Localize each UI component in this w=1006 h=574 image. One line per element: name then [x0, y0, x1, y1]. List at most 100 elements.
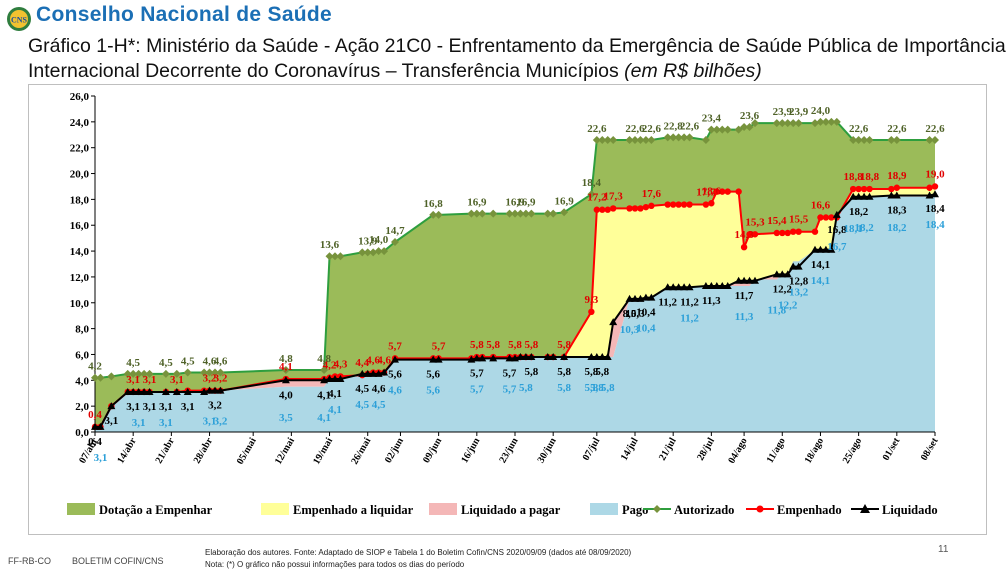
liquidado-data-label: 5,8 [557, 366, 571, 378]
autorizado-point [434, 210, 443, 219]
liquidado-data-label: 5,6 [388, 369, 402, 381]
empenhado-point [708, 200, 715, 207]
area-layer [95, 121, 935, 432]
pago-data-label: 4,1 [317, 412, 331, 424]
liquidado-data-label: 10,3 [625, 308, 645, 320]
autorizado-point [849, 135, 858, 144]
empenhado-data-label: 3,2 [214, 373, 228, 385]
empenhado-point [773, 229, 781, 237]
autorizado-point [680, 133, 689, 142]
liquidado-point [641, 293, 650, 301]
liquidado-point [783, 270, 792, 278]
title-unit: (em R$ bilhões) [624, 60, 762, 82]
autorizado-point [134, 369, 143, 378]
legend-liquidado-label: Liquidado [882, 503, 938, 517]
empenhado-data-label: 5,8 [470, 339, 484, 351]
autorizado-data-label: 13,6 [320, 239, 340, 251]
liquidado-data-label: 11,2 [658, 296, 677, 308]
empenhado-data-label: 5,7 [432, 340, 446, 352]
autorizado-point [811, 119, 819, 128]
footer-notes: Elaboração dos autores. Fonte: Adaptado … [205, 547, 631, 571]
footer-bulletin: BOLETIM COFIN/CNS [72, 556, 164, 566]
empenhado-data-label: 14,3 [734, 229, 754, 241]
pago-data-label: 11,8 [767, 305, 786, 317]
liquidado-data-label: 10,4 [636, 307, 656, 319]
empenhado-point [740, 244, 748, 251]
x-tick-label: 01/set [881, 435, 903, 462]
autorizado-point [91, 373, 99, 382]
y-tick-label: 10,0 [70, 298, 90, 310]
pago-data-label: 16,7 [827, 241, 847, 253]
liquidado-data-label: 3,1 [104, 415, 118, 427]
x-tick-label: 05/mai [235, 436, 259, 467]
pago-data-label: 13,2 [789, 286, 809, 298]
liquidado-point [172, 387, 181, 395]
autorizado-point [478, 209, 487, 218]
liquidado-data-label: 11,3 [702, 295, 721, 307]
empenhado-point [795, 228, 802, 235]
autorizado-point [369, 248, 378, 257]
pago-data-label: 3,1 [132, 417, 146, 429]
legend-dotacao-swatch [67, 503, 95, 515]
autorizado-point [472, 209, 481, 218]
liquidado-point [363, 369, 372, 377]
empenhado-data-label: 9,3 [584, 294, 598, 306]
empenhado-data-label: 17,2 [587, 192, 607, 204]
x-tick-label: 12/mai [273, 436, 297, 467]
liquidado-point [827, 245, 836, 253]
autorizado-data-label: 4,5 [126, 357, 140, 369]
autorizado-point [489, 209, 498, 218]
autorizado-point [374, 247, 383, 256]
empenhado-point [926, 184, 933, 191]
liquidado-point [129, 387, 138, 395]
autorizado-data-label: 22,6 [587, 123, 607, 135]
autorizado-data-label: 4,5 [181, 356, 195, 368]
empenhado-data-label: 15,5 [789, 214, 809, 226]
autorizado-data-label: 24,0 [811, 105, 831, 117]
autorizado-data-label: 22,6 [887, 123, 907, 135]
x-tick-label: 02/jun [383, 436, 406, 465]
autorizado-point [636, 135, 645, 144]
empenhado-point [631, 205, 639, 212]
pago-data-label: 5,8 [601, 382, 615, 394]
x-tick-label: 11/ago [765, 436, 788, 465]
y-tick-label: 4,0 [75, 375, 89, 387]
pago-data-label: 5,8 [519, 382, 533, 394]
autorizado-data-label: 16,8 [424, 198, 444, 210]
empenhado-data-label: 18,8 [844, 171, 864, 183]
autorizado-point [892, 135, 901, 144]
autorizado-point [751, 119, 759, 128]
empenhado-point [675, 201, 682, 208]
autorizado-point [521, 209, 530, 218]
liquidado-data-label: 12,8 [789, 276, 809, 288]
empenhado-point [893, 184, 901, 191]
data-label-layer: 4,2 4,5 4,5 4,5 4,64,6 4,8 4,813,6 13,914,014,7… [88, 105, 945, 464]
liquidado-data-label: 4,1 [328, 388, 342, 400]
liquidado-point [380, 368, 389, 376]
y-tick-label: 20,0 [70, 169, 90, 181]
autorizado-point [211, 368, 219, 377]
pago-data-label: 5,7 [503, 383, 517, 395]
liquidado-data-label: 5,7 [470, 367, 484, 379]
liquidado-point [860, 192, 869, 200]
autorizado-data-label: 23,9 [773, 106, 793, 118]
y-tick-label: 22,0 [70, 143, 90, 155]
liquidado-point [478, 354, 487, 362]
empenhado-point [817, 214, 824, 221]
liquidado-point [821, 245, 830, 253]
y-tick-label: 6,0 [75, 349, 89, 361]
empenhado-point [702, 201, 710, 208]
y-tick-label: 18,0 [70, 194, 90, 206]
pago-data-label: 4,6 [388, 385, 402, 397]
liquidado-data-label: 4,5 [355, 383, 369, 395]
empenhado-point [828, 214, 835, 221]
liquidado-point [91, 422, 99, 430]
legend-pago-swatch [590, 503, 618, 515]
autorizado-point [543, 209, 552, 218]
legend: Dotação a Empenhar Empenhado a liquidar Li… [67, 503, 938, 517]
empenhado-point [888, 185, 895, 193]
pago-data-label: 18,2 [887, 222, 907, 234]
liquidado-point [701, 281, 710, 289]
autorizado-data-label: 22,6 [642, 123, 662, 135]
x-tick-label: 16/jun [459, 436, 482, 465]
